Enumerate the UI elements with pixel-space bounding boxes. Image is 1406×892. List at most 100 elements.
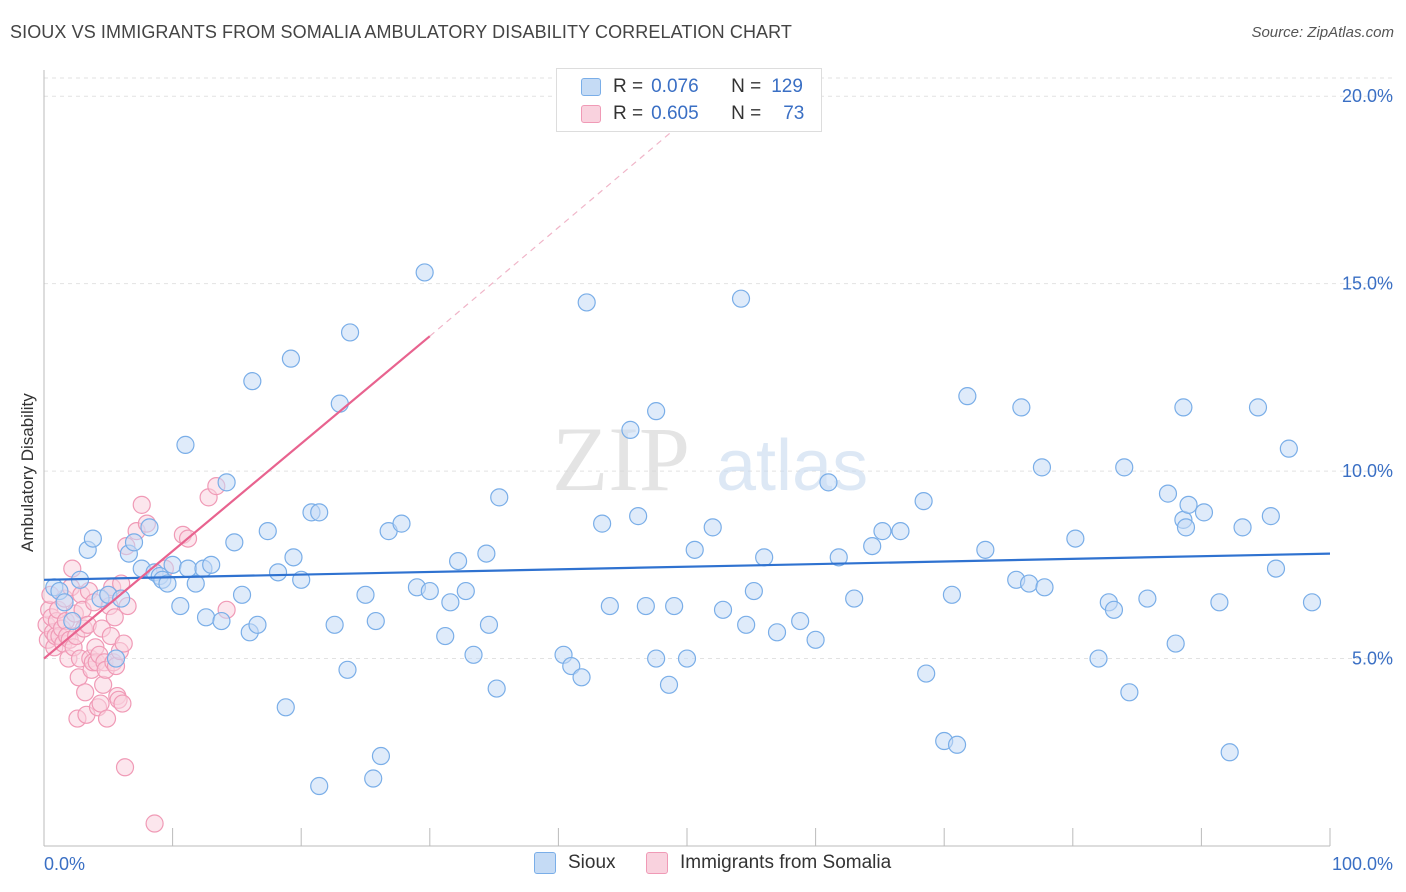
y-tick-label: 15.0% — [1342, 274, 1393, 294]
series-sioux-points — [45, 263, 1322, 796]
trend-line-extension — [429, 118, 688, 337]
data-point — [647, 649, 666, 668]
legend-sioux-swatch — [534, 852, 556, 874]
data-point — [76, 683, 95, 702]
stats-legend: R = 0.076 N = 129 R = 0.605 N = 73 — [556, 68, 822, 132]
legend-row-somalia: R = 0.605 N = 73 — [581, 101, 804, 127]
data-point — [479, 615, 499, 634]
data-point — [448, 551, 468, 571]
data-point — [171, 596, 190, 616]
series-somalia-points — [37, 477, 236, 833]
data-point — [441, 593, 460, 612]
data-point — [243, 372, 262, 391]
x-tick-label: 0.0% — [44, 854, 85, 874]
legend-item-sioux[interactable]: Sioux — [534, 852, 616, 874]
sioux-swatch — [581, 78, 601, 96]
y-tick-label: 10.0% — [1342, 461, 1393, 481]
data-point — [665, 596, 684, 616]
trend-lines — [43, 118, 1331, 660]
data-point — [829, 548, 848, 567]
data-point — [703, 518, 722, 537]
data-point — [1194, 503, 1214, 522]
data-point — [737, 615, 756, 634]
y-tick-label: 20.0% — [1342, 86, 1393, 106]
sioux-r-label: R = — [613, 76, 644, 97]
data-point — [629, 507, 648, 526]
sioux-n-label: N = — [731, 76, 762, 97]
gridlines — [44, 77, 1394, 660]
chart-title: SIOUX VS IMMIGRANTS FROM SOMALIA AMBULAT… — [10, 22, 793, 42]
data-point — [713, 600, 733, 619]
data-point — [114, 634, 133, 653]
data-point — [647, 402, 666, 421]
data-point — [276, 698, 295, 717]
data-point — [845, 589, 864, 608]
data-point — [132, 495, 151, 514]
data-point — [392, 514, 411, 533]
data-point — [1032, 458, 1052, 477]
data-point — [464, 645, 483, 664]
data-point — [755, 548, 774, 567]
watermark-atlas: atlas — [716, 426, 868, 506]
data-point — [178, 559, 198, 578]
source-credit: Source: ZipAtlas.com — [1251, 24, 1394, 41]
data-point — [914, 492, 933, 511]
data-point — [685, 540, 704, 559]
y-tick-label: 5.0% — [1352, 649, 1393, 669]
data-point — [477, 544, 496, 563]
data-point — [55, 593, 74, 612]
somalia-n-label: N = — [731, 103, 762, 124]
data-point — [958, 387, 977, 406]
data-point — [371, 746, 391, 766]
data-point — [186, 574, 205, 593]
data-point — [1302, 593, 1322, 612]
legend-item-somalia[interactable]: Immigrants from Somalia — [646, 852, 891, 874]
data-point — [364, 769, 383, 788]
x-axis-ticks — [43, 828, 1331, 846]
data-point — [572, 668, 591, 687]
data-point — [1279, 439, 1298, 458]
data-point — [420, 581, 439, 601]
data-point — [106, 649, 126, 668]
x-tick-label: 100.0% — [1332, 854, 1393, 874]
data-point — [1089, 649, 1108, 668]
data-point — [1012, 398, 1031, 417]
data-point — [1233, 518, 1252, 537]
data-point — [1174, 398, 1193, 417]
trend-line — [43, 552, 1331, 581]
data-point — [863, 536, 882, 556]
data-point — [487, 679, 506, 698]
data-point — [1266, 559, 1286, 578]
trend-line — [43, 335, 431, 660]
legend-somalia-label: Immigrants from Somalia — [680, 852, 892, 873]
data-point — [593, 514, 612, 533]
x-tick-labels: 0.0% 100.0% — [44, 854, 1393, 874]
data-point — [806, 630, 825, 649]
data-point — [94, 675, 113, 694]
data-point — [1179, 495, 1198, 514]
data-point — [1104, 600, 1124, 619]
data-point — [659, 675, 679, 694]
data-point — [217, 473, 236, 492]
data-point — [202, 555, 221, 574]
data-point — [1210, 593, 1229, 612]
data-point — [63, 611, 82, 631]
data-point — [891, 522, 910, 541]
data-point — [577, 293, 596, 312]
data-point — [356, 585, 375, 604]
data-point — [163, 555, 182, 574]
data-point — [1066, 529, 1085, 548]
data-point — [1138, 589, 1157, 608]
data-point — [281, 349, 301, 368]
data-point — [268, 563, 288, 582]
data-point — [1158, 484, 1178, 503]
data-point — [490, 488, 509, 507]
data-point — [232, 585, 252, 604]
data-point — [744, 581, 763, 601]
data-point — [338, 660, 357, 679]
data-point — [415, 263, 434, 282]
data-point — [731, 289, 751, 308]
zipatlas-watermark: ZIP atlas — [552, 408, 868, 510]
watermark-zip: ZIP — [552, 408, 690, 510]
data-point — [340, 323, 360, 342]
